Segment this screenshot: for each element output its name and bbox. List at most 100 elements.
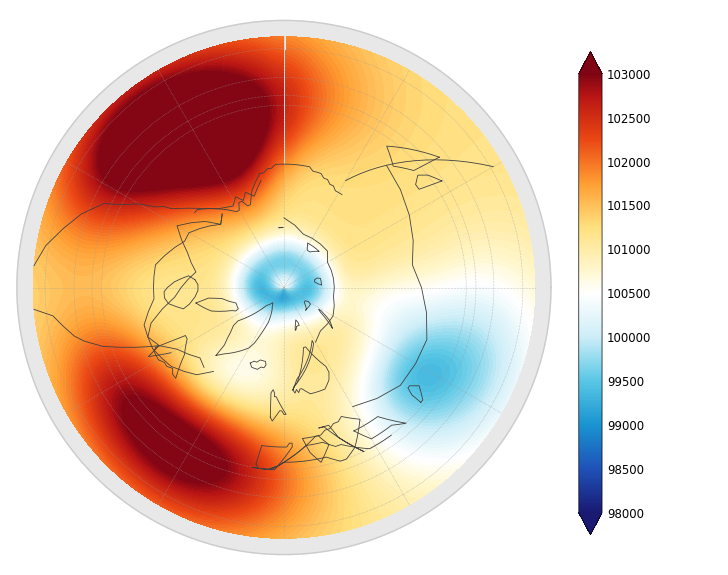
Point [278,283,290,292]
Point [278,283,290,292]
Point [278,283,290,292]
Point [278,283,290,292]
Point [278,283,290,292]
Point [278,283,290,292]
Point [278,283,290,292]
Point [278,283,290,292]
Point [278,283,290,292]
Point [278,283,290,292]
Point [278,283,290,292]
Point [278,283,290,292]
Point [278,283,290,292]
Circle shape [17,21,551,554]
Point [278,283,290,292]
PathPatch shape [579,52,602,74]
Point [278,283,290,292]
Point [278,283,290,292]
Point [278,283,290,292]
Point [278,283,290,292]
Point [278,283,290,292]
Point [278,283,290,292]
Point [278,283,290,292]
PathPatch shape [579,513,602,535]
Point [278,283,290,292]
Point [278,283,290,292]
Point [278,283,290,292]
Point [278,283,290,292]
Point [278,283,290,292]
Point [278,283,290,292]
Point [278,283,290,292]
Point [278,283,290,292]
Point [278,283,290,292]
Point [278,283,290,292]
Point [278,283,290,292]
Point [278,283,290,292]
Point [278,283,290,292]
Point [278,283,290,292]
Point [278,283,290,292]
Point [278,283,290,292]
Point [278,283,290,292]
Point [278,283,290,292]
Point [278,283,290,292]
Point [278,283,290,292]
Point [278,283,290,292]
Point [278,283,290,292]
Point [278,283,290,292]
Point [278,283,290,292]
Point [278,283,290,292]
Point [278,283,290,292]
Point [278,283,290,292]
Point [278,283,290,292]
Point [278,283,290,292]
Point [278,283,290,292]
Point [278,283,290,292]
Point [278,283,290,292]
Point [278,283,290,292]
Point [278,283,290,292]
Point [278,283,290,292]
Point [278,283,290,292]
Point [278,283,290,292]
Point [278,283,290,292]
Point [278,283,290,292]
Point [278,283,290,292]
Point [278,283,290,292]
Point [278,283,290,292]
Point [278,283,290,292]
Point [278,283,290,292]
Point [278,283,290,292]
Point [278,283,290,292]
Point [278,283,290,292]
Point [278,283,290,292]
Point [278,283,290,292]
Point [278,283,290,292]
Point [278,283,290,292]
Point [278,283,290,292]
Point [278,283,290,292]
Point [278,283,290,292]
Point [278,283,290,292]
Point [278,283,290,292]
Point [278,283,290,292]
Point [278,283,290,292]
Point [278,283,290,292]
Point [278,283,290,292]
Point [278,283,290,292]
Point [278,283,290,292]
Point [278,283,290,292]
Point [278,283,290,292]
Point [278,283,290,292]
Point [278,283,290,292]
Point [278,283,290,292]
Point [278,283,290,292]
Point [278,283,290,292]
Point [278,283,290,292]
Point [278,283,290,292]
Point [278,283,290,292]
Point [278,283,290,292]
Point [278,283,290,292]
Point [278,283,290,292]
Point [278,283,290,292]
